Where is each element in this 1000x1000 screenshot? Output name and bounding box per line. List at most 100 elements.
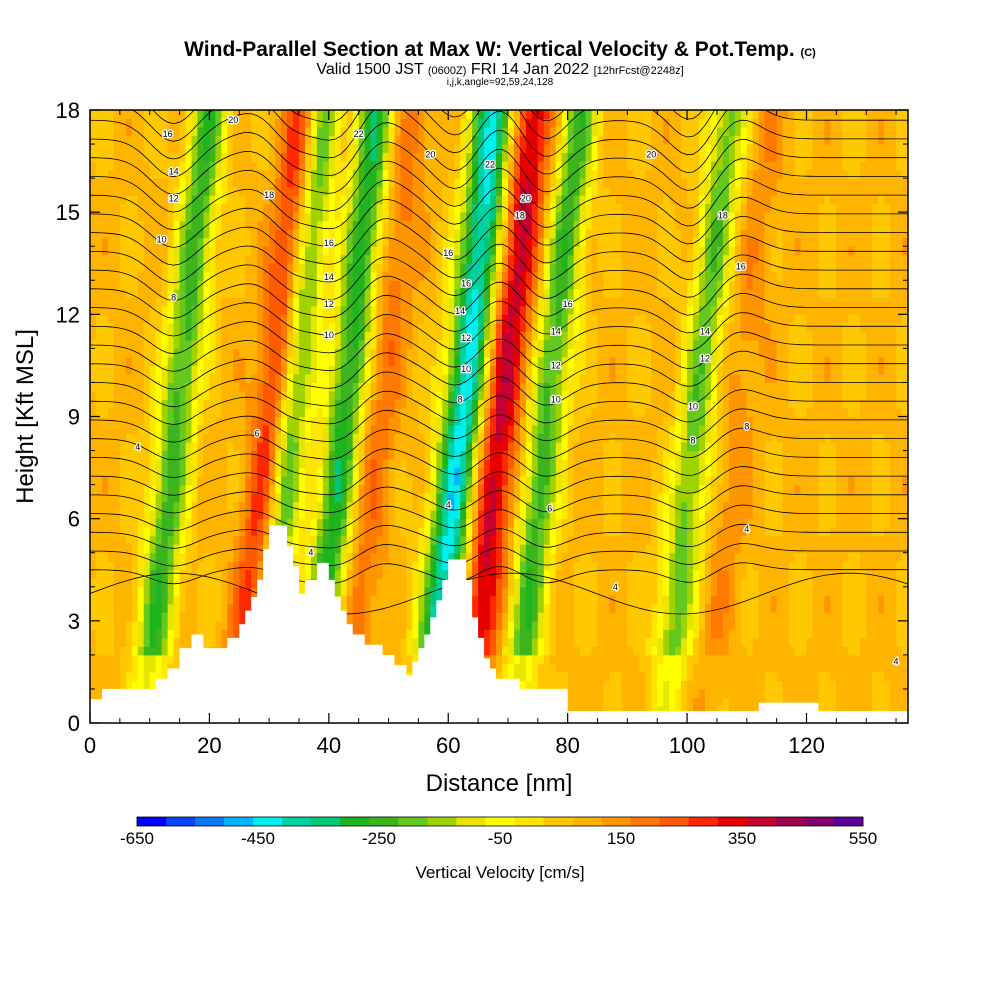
velocity-cell [173,161,181,171]
velocity-cell [334,433,342,443]
velocity-cell [328,510,336,520]
velocity-cell [179,152,187,162]
velocity-cell [472,135,479,145]
velocity-cell [197,484,204,494]
velocity-cell [155,390,163,400]
velocity-cell [227,263,234,273]
velocity-cell [460,152,467,162]
velocity-cell [472,237,479,247]
velocity-cell [454,271,461,281]
velocity-cell [125,416,133,426]
velocity-cell [478,612,485,622]
velocity-cell [90,535,97,545]
velocity-cell [161,220,169,230]
velocity-cell [263,229,270,239]
velocity-cell [460,450,467,460]
velocity-cell [119,331,127,341]
velocity-cell [185,637,193,647]
velocity-cell [143,578,151,588]
velocity-cell [454,297,461,307]
velocity-cell [430,254,437,264]
velocity-cell [251,459,258,469]
velocity-cell [334,280,342,290]
velocity-cell [406,612,413,622]
velocity-cell [107,612,115,622]
velocity-cell [281,212,288,222]
velocity-cell [316,476,324,486]
velocity-cell [382,467,390,477]
velocity-cell [251,135,258,145]
velocity-cell [442,450,449,460]
velocity-cell [430,195,437,205]
velocity-cell [370,246,378,256]
velocity-cell [394,152,401,162]
velocity-cell [436,195,443,205]
velocity-cell [406,288,413,298]
velocity-cell [281,399,288,409]
velocity-cell [293,314,300,324]
velocity-cell [310,493,318,503]
velocity-cell [197,331,204,341]
velocity-cell [293,110,300,120]
velocity-cell [358,373,366,383]
velocity-cell [448,127,455,137]
velocity-cell [376,442,384,452]
velocity-cell [215,127,222,137]
velocity-cell [239,552,246,562]
velocity-cell [322,331,330,341]
velocity-cell [287,169,294,179]
velocity-cell [496,152,503,162]
velocity-cell [310,425,318,435]
velocity-cell [490,178,497,188]
velocity-cell [125,263,133,273]
velocity-cell [197,510,204,520]
velocity-cell [131,305,139,315]
velocity-cell [328,288,336,298]
velocity-cell [388,561,396,571]
velocity-cell [95,161,103,171]
velocity-cell [298,178,306,188]
velocity-cell [293,178,300,188]
velocity-cell [95,493,103,503]
velocity-cell [155,442,163,452]
velocity-cell [281,467,288,477]
velocity-cell [90,144,97,154]
velocity-cell [346,229,354,239]
velocity-cell [501,561,509,571]
velocity-cell [113,348,121,358]
velocity-cell [293,510,300,520]
velocity-cell [233,331,240,341]
velocity-cell [113,518,121,528]
velocity-cell [90,399,97,409]
velocity-cell [161,416,169,426]
velocity-cell [179,425,187,435]
velocity-cell [269,450,276,460]
velocity-cell [478,169,485,179]
velocity-cell [316,493,324,503]
velocity-cell [430,510,437,520]
velocity-cell [197,288,204,298]
velocity-cell [364,152,372,162]
velocity-cell [263,178,270,188]
velocity-cell [125,220,133,230]
velocity-cell [281,484,288,494]
velocity-cell [346,535,354,545]
velocity-cell [394,416,401,426]
velocity-cell [310,135,318,145]
velocity-cell [137,237,145,247]
velocity-cell [263,425,270,435]
velocity-cell [406,663,413,673]
velocity-cell [436,186,443,196]
velocity-cell [263,365,270,375]
velocity-cell [281,254,288,264]
velocity-cell [376,407,384,417]
velocity-cell [275,161,282,171]
velocity-cell [137,527,145,537]
velocity-cell [316,212,324,222]
velocity-cell [185,373,193,383]
velocity-cell [394,620,401,630]
velocity-cell [257,288,264,298]
velocity-cell [388,169,396,179]
velocity-cell [424,501,431,511]
velocity-cell [388,552,396,562]
